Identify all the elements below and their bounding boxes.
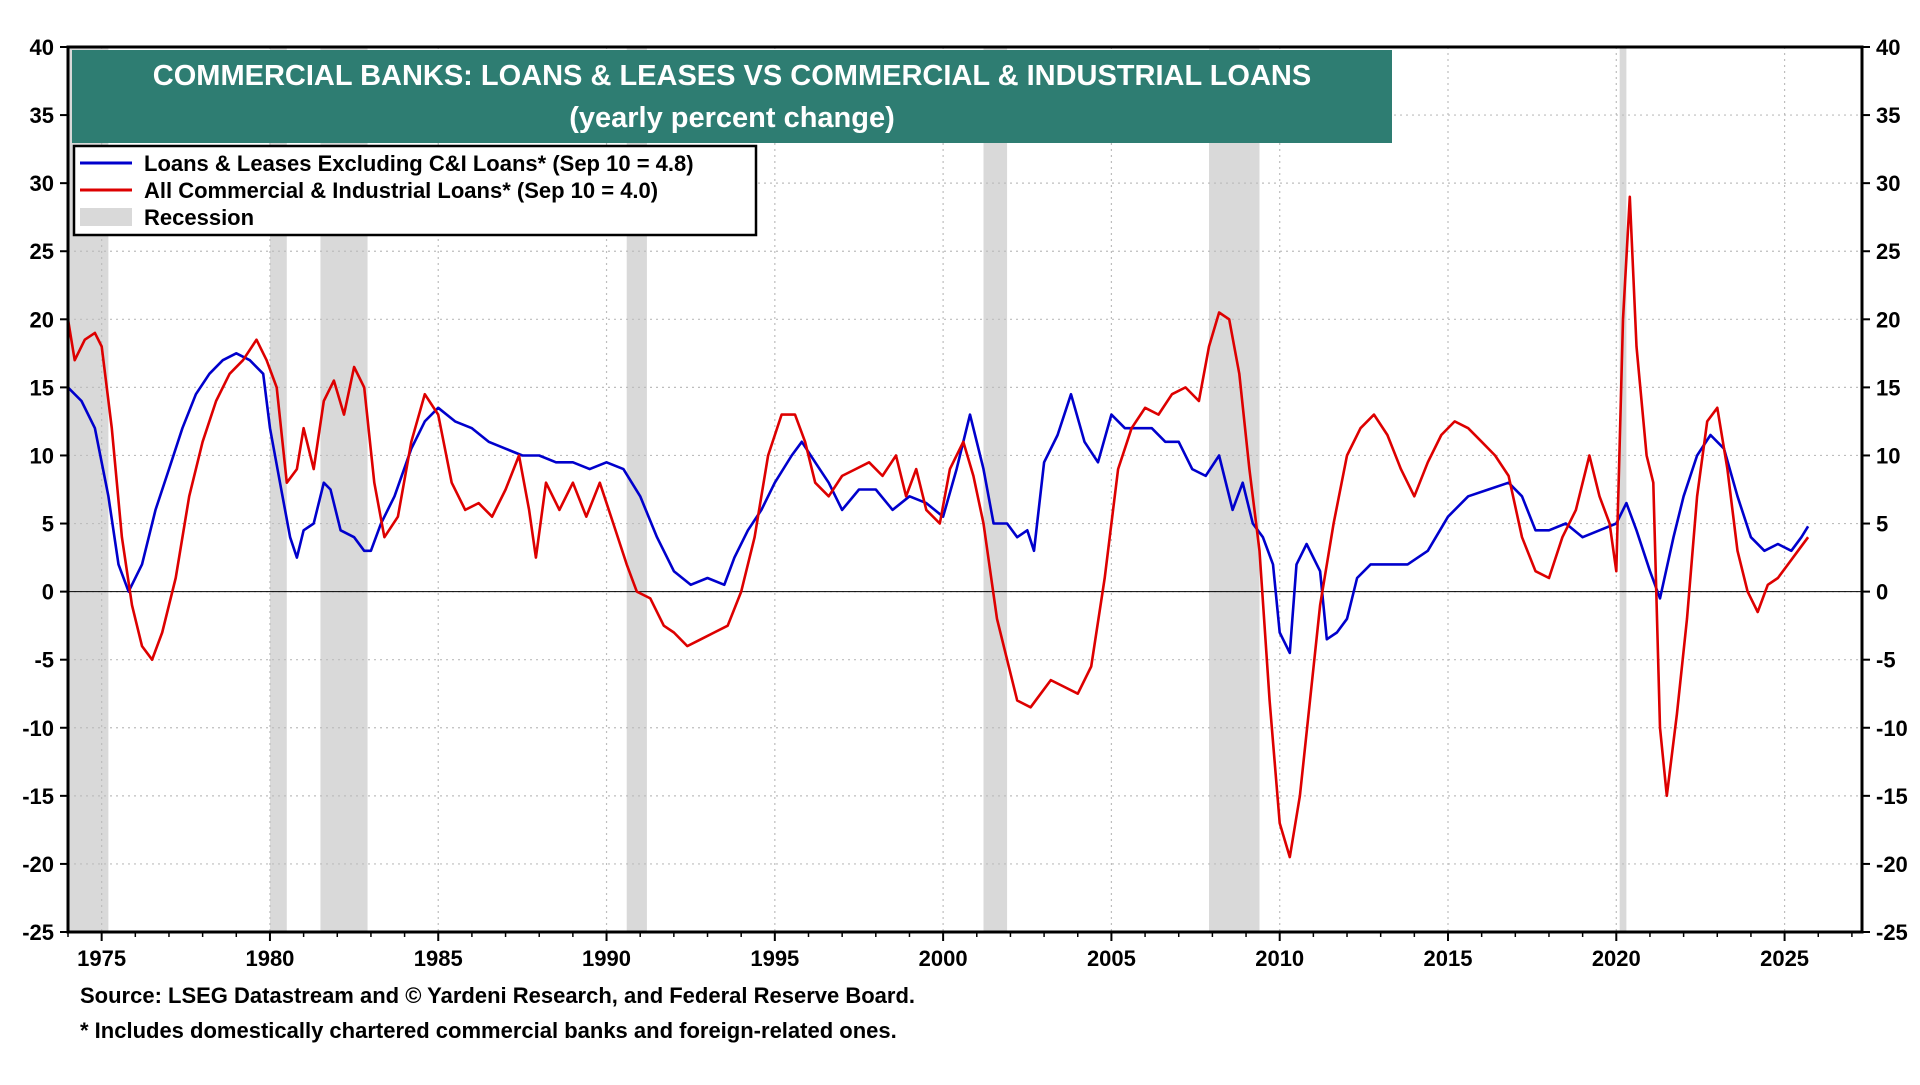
y-tick-label-left: -25 xyxy=(22,920,54,945)
series-layer xyxy=(66,195,1810,859)
legend-label-loans-ex-ci: Loans & Leases Excluding C&I Loans* (Sep… xyxy=(144,151,694,176)
y-tick-label-left: 5 xyxy=(42,512,54,537)
x-tick-label: 2000 xyxy=(919,946,968,971)
y-tick-label-right: 20 xyxy=(1876,307,1900,332)
legend-label-ci-loans: All Commercial & Industrial Loans* (Sep … xyxy=(144,178,658,203)
recession-band xyxy=(983,47,1008,932)
x-tick-label: 2010 xyxy=(1255,946,1304,971)
axis-tick-layer: -25 -25 -20 -20 -15 -15 -10 -10 -5 -5 0 0 5 5 10 10 15 15… xyxy=(22,35,1908,971)
y-tick-label-left: 10 xyxy=(30,443,54,468)
y-tick-label-left: -20 xyxy=(22,852,54,877)
x-tick-label: 1990 xyxy=(582,946,631,971)
y-tick-label-right: 40 xyxy=(1876,35,1900,60)
legend-swatch-recession xyxy=(80,208,132,226)
title-background xyxy=(72,50,1392,143)
y-tick-label-right: 35 xyxy=(1876,103,1900,128)
y-tick-label-right: -15 xyxy=(1876,784,1908,809)
y-tick-label-right: -20 xyxy=(1876,852,1908,877)
y-tick-label-left: -10 xyxy=(22,716,54,741)
y-tick-label-right: 25 xyxy=(1876,239,1900,264)
y-tick-label-left: 20 xyxy=(30,307,54,332)
footnote: * Includes domestically chartered commer… xyxy=(80,1018,897,1043)
source-note: Source: LSEG Datastream and © Yardeni Re… xyxy=(80,983,915,1008)
y-tick-label-right: -5 xyxy=(1876,648,1896,673)
y-tick-label-right: 0 xyxy=(1876,580,1888,605)
y-tick-label-right: 5 xyxy=(1876,512,1888,537)
legend-label-recession: Recession xyxy=(144,205,254,230)
legend-box xyxy=(72,144,758,237)
x-tick-label: 1975 xyxy=(77,946,126,971)
title-bar: COMMERCIAL BANKS: LOANS & LEASES VS COMM… xyxy=(72,50,1392,143)
x-tick-label: 1980 xyxy=(245,946,294,971)
x-tick-label: 1995 xyxy=(750,946,799,971)
x-tick-label: 1985 xyxy=(414,946,463,971)
recession-band xyxy=(1619,47,1627,932)
y-tick-label-left: 35 xyxy=(30,103,54,128)
recession-band xyxy=(269,47,287,932)
legend: Loans & Leases Excluding C&I Loans* (Sep… xyxy=(72,144,758,237)
series-line-ci-loans xyxy=(66,195,1810,859)
y-tick-label-right: 15 xyxy=(1876,375,1900,400)
x-tick-label: 2020 xyxy=(1592,946,1641,971)
x-tick-label: 2025 xyxy=(1760,946,1809,971)
x-tick-label: 2015 xyxy=(1424,946,1473,971)
y-tick-label-left: 15 xyxy=(30,375,54,400)
y-tick-label-right: 10 xyxy=(1876,443,1900,468)
y-tick-label-right: 30 xyxy=(1876,171,1900,196)
y-tick-label-left: -15 xyxy=(22,784,54,809)
y-tick-label-left: 30 xyxy=(30,171,54,196)
y-tick-label-left: 0 xyxy=(42,580,54,605)
y-tick-label-right: -10 xyxy=(1876,716,1908,741)
y-tick-label-left: -5 xyxy=(34,648,54,673)
y-tick-label-right: -25 xyxy=(1876,920,1908,945)
chart-title: COMMERCIAL BANKS: LOANS & LEASES VS COMM… xyxy=(153,60,1311,92)
plot-frame xyxy=(66,45,1864,934)
x-tick-label: 2005 xyxy=(1087,946,1136,971)
y-tick-label-left: 25 xyxy=(30,239,54,264)
y-tick-label-left: 40 xyxy=(30,35,54,60)
chart-subtitle: (yearly percent change) xyxy=(569,102,895,134)
